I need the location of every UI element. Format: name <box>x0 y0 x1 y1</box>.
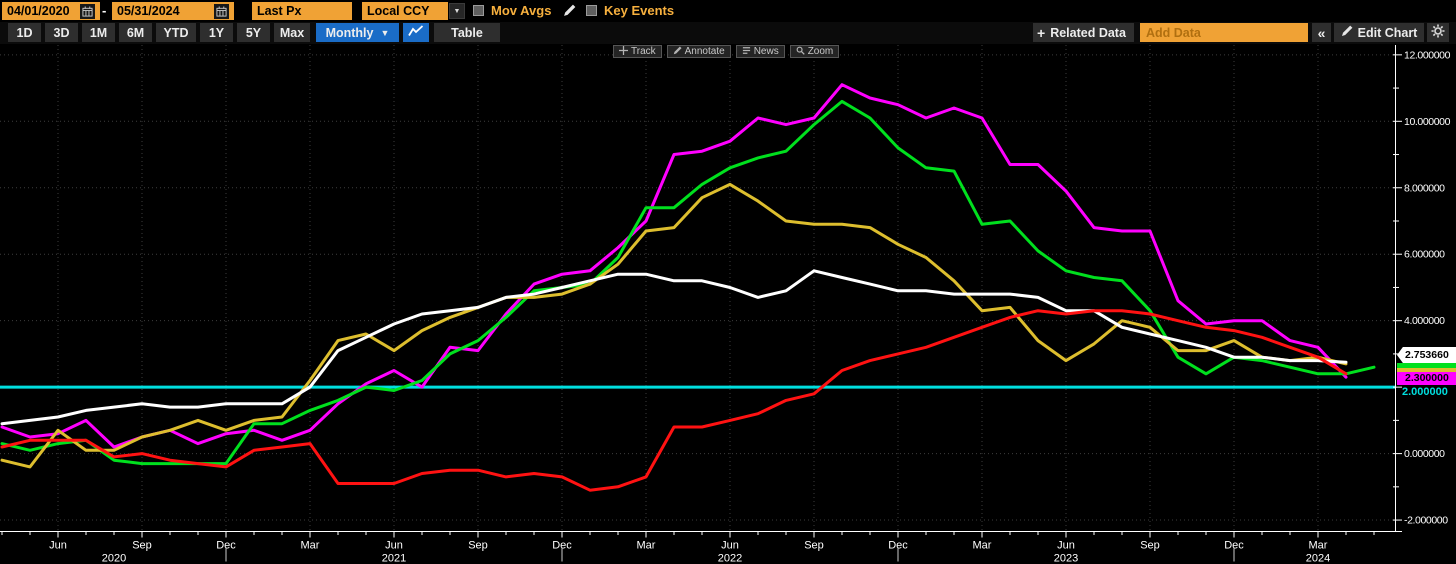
x-axis-year-label: 2020 <box>102 553 126 564</box>
x-axis-year-label: 2022 <box>718 553 742 564</box>
double-chevron-left-icon: « <box>1317 24 1326 41</box>
zoom-button[interactable]: Zoom <box>789 45 840 58</box>
y-axis-label: 6.000000 <box>1404 249 1445 261</box>
x-axis-month-label: Mar <box>1309 540 1328 552</box>
news-button[interactable]: News <box>735 45 785 58</box>
mov-avgs-pencil-icon[interactable] <box>563 4 576 22</box>
y-axis-label: 8.000000 <box>1404 182 1445 194</box>
tool-label: News <box>753 46 779 57</box>
range-6m-button[interactable]: 6M <box>119 23 152 42</box>
annotate-button[interactable]: Annotate <box>666 45 731 58</box>
x-axis-month-label: Sep <box>132 540 152 552</box>
y-axis-label: 10.000000 <box>1404 116 1451 128</box>
tool-label: Track <box>631 46 656 57</box>
end-date-value: 05/31/2024 <box>117 4 180 18</box>
end-date-field[interactable]: 05/31/2024 <box>112 2 234 20</box>
date-range-separator: - <box>102 3 107 18</box>
calendar-icon[interactable] <box>214 3 229 19</box>
x-axis-year-label: 2024 <box>1306 553 1330 564</box>
pencil-icon <box>673 45 682 58</box>
gear-icon <box>1431 24 1445 41</box>
white-line <box>0 269 1348 426</box>
mov-avgs-label: Mov Avgs <box>491 3 552 18</box>
last-value-callout <box>1397 363 1456 368</box>
x-axis-year-label: 2023 <box>1054 553 1078 564</box>
chevron-down-icon: ▼ <box>453 7 461 15</box>
pencil-icon <box>1341 25 1353 40</box>
last-value-callout: 2.753660 <box>1397 347 1456 363</box>
y-axis-label: -2.000000 <box>1404 515 1448 527</box>
range-ytd-button[interactable]: YTD <box>156 23 196 42</box>
table-button[interactable]: Table <box>434 23 500 42</box>
x-axis-month-label: Jun <box>385 540 403 552</box>
green-line <box>0 99 1376 466</box>
x-axis-month-label: Jun <box>1057 540 1075 552</box>
price-chart[interactable]: 12.000000 10.000000 8.000000 6.000000 4.0000… <box>0 44 1456 564</box>
crosshair-icon <box>619 45 628 58</box>
x-axis-month-label: Sep <box>468 540 488 552</box>
line-chart-type-button[interactable] <box>403 23 429 42</box>
x-axis-month-label: Dec <box>216 540 236 552</box>
top-toolbar: 04/01/2020 - 05/31/2024 Last Px Local CC… <box>0 0 1456 22</box>
currency-dropdown-button[interactable]: ▼ <box>449 3 465 19</box>
plus-icon: + <box>1037 24 1046 41</box>
tool-label: Zoom <box>807 46 834 57</box>
range-1m-button[interactable]: 1M <box>82 23 115 42</box>
last-value-callout <box>1397 368 1456 372</box>
related-data-button[interactable]: + Related Data <box>1033 23 1134 42</box>
range-1d-button[interactable]: 1D <box>8 23 41 42</box>
x-axis-month-label: Sep <box>1140 540 1160 552</box>
collapse-panel-button[interactable]: « <box>1312 23 1331 42</box>
range-max-button[interactable]: Max <box>274 23 310 42</box>
y-axis-label: 12.000000 <box>1404 49 1451 61</box>
x-axis-month-label: Dec <box>552 540 572 552</box>
x-axis-month-label: Mar <box>637 540 656 552</box>
x-axis-month-label: Jun <box>721 540 739 552</box>
x-axis-month-label: Jun <box>49 540 67 552</box>
last-value-callout: 2.000000 <box>1402 386 1448 398</box>
period-dropdown[interactable]: Monthly ▼ <box>316 23 399 42</box>
add-data-input[interactable] <box>1140 23 1308 42</box>
tool-label: Annotate <box>684 46 725 57</box>
track-button[interactable]: Track <box>613 45 662 58</box>
key-events-label: Key Events <box>604 3 675 18</box>
chart-tools-bar: Track Annotate News Zoom <box>613 45 840 58</box>
x-axis-month-label: Mar <box>973 540 992 552</box>
news-icon <box>742 46 751 58</box>
price-field-selector[interactable]: Last Px <box>252 2 352 20</box>
chevron-down-icon: ▼ <box>380 27 390 38</box>
calendar-icon[interactable] <box>80 3 95 19</box>
edit-chart-button[interactable]: Edit Chart <box>1334 23 1424 42</box>
mov-avgs-checkbox[interactable] <box>473 5 484 16</box>
yellow-line <box>0 182 1348 469</box>
range-1y-button[interactable]: 1Y <box>200 23 233 42</box>
y-axis-label: 4.000000 <box>1404 315 1445 327</box>
x-axis-month-label: Dec <box>888 540 908 552</box>
magenta-line <box>0 83 1348 449</box>
key-events-checkbox[interactable] <box>586 5 597 16</box>
start-date-field[interactable]: 04/01/2020 <box>2 2 100 20</box>
currency-field-selector[interactable]: Local CCY <box>362 2 448 20</box>
red-line <box>0 309 1348 492</box>
last-value-callout: 2.300000 <box>1397 372 1456 385</box>
y-axis-label: 0.000000 <box>1404 448 1445 460</box>
x-axis-month-label: Mar <box>301 540 320 552</box>
start-date-value: 04/01/2020 <box>7 4 70 18</box>
magnifier-icon <box>796 46 805 58</box>
chart-area: 12.000000 10.000000 8.000000 6.000000 4.0000… <box>0 44 1456 564</box>
x-axis-month-label: Dec <box>1224 540 1244 552</box>
line-chart-icon <box>408 25 424 40</box>
x-axis-year-label: 2021 <box>382 553 406 564</box>
range-5y-button[interactable]: 5Y <box>237 23 270 42</box>
settings-gear-button[interactable] <box>1427 23 1449 42</box>
nav-toolbar: Monthly ▼ Table + Related Data « Edit Ch… <box>0 22 1456 44</box>
x-axis-month-label: Sep <box>804 540 824 552</box>
range-3d-button[interactable]: 3D <box>45 23 78 42</box>
